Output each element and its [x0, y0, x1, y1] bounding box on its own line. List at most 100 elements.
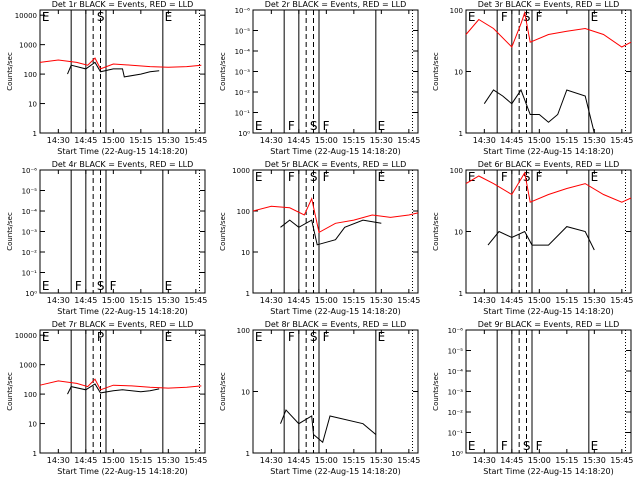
x-tick-label: 14:45: [500, 456, 523, 465]
panel-title: Det 1r BLACK = Events, RED = LLD: [52, 0, 194, 9]
x-tick-label: 15:30: [370, 456, 393, 465]
y-tick-label: 10⁻³: [235, 69, 251, 77]
event-letter: F: [536, 170, 543, 184]
panel-title: Det 4r BLACK = Events, RED = LLD: [52, 160, 194, 169]
x-tick-label: 15:15: [129, 296, 152, 305]
event-letter: E: [165, 330, 173, 344]
x-tick-label: 15:00: [315, 296, 338, 305]
y-tick-label: 10: [28, 421, 37, 429]
x-axis-label: Start Time (22-Aug-15 14:18:20): [483, 147, 614, 156]
event-letter: F: [501, 170, 508, 184]
series-line: [252, 197, 419, 234]
y-tick-label: 10⁰: [238, 130, 250, 138]
panel: Det 8r BLACK = Events, RED = LLD Start Ti…: [219, 320, 420, 476]
x-tick-label: 15:00: [102, 296, 125, 305]
event-letter: E: [255, 119, 263, 133]
x-tick-label: 15:00: [315, 136, 338, 145]
y-tick-label: 10⁻⁵: [22, 188, 38, 196]
event-letter: F: [75, 279, 82, 293]
x-tick-label: 15:30: [370, 296, 393, 305]
plot-frame: [465, 329, 632, 454]
x-tick-label: 15:45: [610, 456, 633, 465]
y-tick-label: 100: [237, 327, 250, 335]
x-tick-label: 15:30: [583, 136, 606, 145]
y-tick-label: 10: [241, 389, 250, 397]
y-tick-label: 100: [450, 167, 463, 175]
x-tick-label: 14:45: [287, 136, 310, 145]
x-axis-label: Start Time (22-Aug-15 14:18:20): [57, 147, 188, 156]
event-letter: F: [288, 170, 295, 184]
plot-frame: [39, 329, 206, 454]
y-tick-label: 10⁻²: [448, 409, 464, 417]
x-tick-label: 15:00: [528, 136, 551, 145]
y-tick-label: 10⁻³: [22, 229, 38, 237]
event-letter: S: [310, 119, 318, 133]
panel-title: Det 9r BLACK = Events, RED = LLD: [478, 320, 620, 329]
y-tick-label: 1000: [232, 167, 250, 175]
x-tick-label: 15:15: [342, 296, 365, 305]
x-tick-label: 15:45: [184, 456, 207, 465]
event-letter: E: [468, 439, 476, 453]
x-tick-label: 15:15: [129, 136, 152, 145]
panel: Det 9r BLACK = Events, RED = LLD Start Ti…: [432, 320, 633, 476]
event-letter: S: [523, 10, 531, 24]
y-tick-label: 10⁻⁴: [22, 208, 38, 216]
event-letter: E: [165, 10, 173, 24]
event-letter: S: [523, 439, 531, 453]
plot-frame: [39, 9, 206, 134]
y-tick-label: 1000: [19, 362, 37, 370]
x-tick-label: 14:30: [473, 456, 496, 465]
panel: Det 1r BLACK = Events, RED = LLD Start Ti…: [6, 0, 207, 156]
event-letter: E: [42, 279, 50, 293]
event-letter: S: [310, 330, 318, 344]
event-letter: S: [97, 10, 105, 24]
panel-title: Det 7r BLACK = Events, RED = LLD: [52, 320, 194, 329]
series-line: [280, 219, 382, 246]
event-letter: S: [523, 170, 531, 184]
series-line: [39, 378, 202, 391]
event-letter: F: [323, 119, 330, 133]
y-tick-label: 1: [459, 130, 463, 138]
x-tick-label: 15:45: [397, 456, 420, 465]
series-line: [483, 88, 595, 134]
y-tick-label: 100: [24, 391, 37, 399]
event-letter: F: [110, 279, 117, 293]
x-tick-label: 15:15: [555, 136, 578, 145]
x-tick-label: 15:30: [370, 136, 393, 145]
x-tick-label: 14:45: [287, 456, 310, 465]
y-tick-label: 10⁻⁵: [235, 28, 251, 36]
y-tick-label: 10: [241, 249, 250, 257]
x-tick-label: 15:30: [583, 456, 606, 465]
y-tick-label: 10⁻⁵: [448, 348, 464, 356]
event-letter: E: [42, 10, 50, 24]
x-tick-label: 15:45: [184, 136, 207, 145]
x-tick-label: 14:45: [74, 456, 97, 465]
y-tick-label: 10⁻²: [235, 89, 251, 97]
series-line: [67, 61, 160, 78]
x-tick-label: 15:30: [157, 136, 180, 145]
panel-title: Det 2r BLACK = Events, RED = LLD: [265, 0, 407, 9]
panel: Det 7r BLACK = Events, RED = LLD Start Ti…: [6, 320, 207, 476]
x-tick-label: 14:30: [47, 296, 70, 305]
y-tick-label: 100: [450, 7, 463, 15]
event-letter: E: [255, 170, 263, 184]
panel: Det 5r BLACK = Events, RED = LLD Start Ti…: [219, 160, 420, 316]
x-tick-label: 15:30: [157, 296, 180, 305]
event-letter: F: [288, 119, 295, 133]
y-tick-label: 10⁰: [25, 290, 37, 298]
x-tick-label: 14:45: [500, 136, 523, 145]
x-axis-label: Start Time (22-Aug-15 14:18:20): [57, 467, 188, 476]
x-axis-label: Start Time (22-Aug-15 14:18:20): [57, 307, 188, 316]
series-line: [465, 171, 632, 203]
x-tick-label: 15:45: [610, 136, 633, 145]
x-tick-label: 15:15: [342, 136, 365, 145]
y-tick-label: 10000: [15, 332, 37, 340]
event-letter: E: [378, 119, 386, 133]
x-tick-label: 15:45: [397, 136, 420, 145]
y-axis-label: Counts/sec: [432, 52, 440, 91]
series-line: [465, 10, 632, 48]
y-axis-label: Counts/sec: [6, 372, 14, 411]
x-tick-label: 14:30: [260, 136, 283, 145]
y-tick-label: 1: [246, 450, 250, 458]
x-tick-label: 15:15: [555, 456, 578, 465]
